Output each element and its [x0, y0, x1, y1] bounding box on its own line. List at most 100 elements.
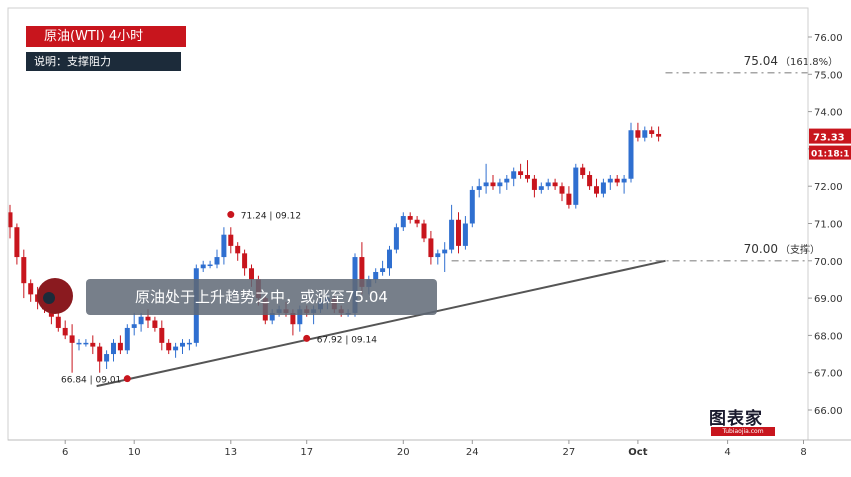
- candle-body: [490, 182, 496, 187]
- brand-logo: 图表家 Tubiaojia.com: [709, 404, 789, 440]
- candle-body: [145, 316, 151, 321]
- candle-body: [407, 216, 413, 220]
- candle-body: [297, 309, 303, 325]
- annotation-dot: [303, 334, 311, 342]
- candle-body: [614, 178, 620, 183]
- candle-body: [269, 313, 275, 321]
- x-tick-label: 24: [466, 447, 479, 458]
- candle-body: [435, 253, 441, 258]
- candle-body: [62, 327, 68, 336]
- candle-body: [221, 234, 227, 258]
- candle-body: [373, 271, 379, 280]
- candle-body: [180, 342, 185, 347]
- y-tick-label: 66.00: [814, 406, 843, 417]
- x-tick-label: 13: [224, 447, 237, 458]
- candle-body: [594, 186, 599, 194]
- candle-body: [28, 283, 34, 295]
- candle-body: [621, 178, 627, 183]
- candle-body: [55, 316, 61, 328]
- candle-body: [483, 182, 489, 187]
- candle-body: [7, 212, 13, 228]
- candle-body: [531, 178, 537, 190]
- x-tick-label: 27: [563, 447, 576, 458]
- candle-body: [214, 257, 220, 265]
- candle-body: [131, 324, 137, 328]
- candle-body: [400, 216, 406, 228]
- candle-body: [207, 264, 213, 267]
- candle-body: [97, 346, 103, 362]
- y-tick-label: 68.00: [814, 331, 843, 342]
- x-tick-label: 4: [724, 447, 730, 458]
- candle-body: [538, 186, 544, 190]
- candle-body: [414, 219, 420, 224]
- candle-body: [607, 178, 613, 183]
- candle-body: [166, 342, 172, 351]
- helmet-badge: [37, 278, 73, 314]
- candle-body: [504, 178, 510, 183]
- trendline: [96, 259, 666, 388]
- helmet-shape: [37, 278, 73, 314]
- x-tick-label: 10: [128, 447, 141, 458]
- candle-body: [476, 186, 482, 190]
- candle-body: [111, 342, 116, 355]
- y-tick-label: 72.00: [814, 182, 843, 193]
- candle-body: [628, 130, 634, 179]
- candle-body: [359, 257, 365, 287]
- candle-body: [228, 234, 234, 246]
- candle-body: [387, 249, 392, 269]
- logo-url: Tubiaojia.com: [711, 427, 775, 436]
- candle-body: [469, 189, 475, 224]
- y-tick-label: 69.00: [814, 294, 843, 305]
- candle-body: [600, 182, 606, 194]
- candle-body: [456, 219, 461, 246]
- candle-body: [421, 223, 427, 239]
- candle-body: [580, 167, 586, 176]
- annotation-label: 71.24 | 09.12: [241, 212, 301, 222]
- logo-name: 图表家: [709, 409, 763, 429]
- chart-title: 原油(WTI) 4小时: [26, 26, 186, 47]
- y-tick-label: 67.00: [814, 369, 843, 380]
- candle-body: [649, 130, 655, 134]
- x-tick-label: Oct: [628, 447, 647, 458]
- candle-body: [587, 175, 593, 187]
- candle-body: [518, 171, 524, 176]
- chart-subtitle: 说明：支撑阻力: [26, 52, 181, 71]
- candle-body: [442, 249, 448, 254]
- candle-body: [69, 335, 75, 343]
- annotation-dot: [123, 375, 131, 383]
- annotation-label: 67.92 | 09.14: [317, 335, 378, 345]
- candle-body: [380, 268, 386, 272]
- candle-body: [124, 327, 130, 351]
- candle-body: [200, 264, 206, 269]
- annotation-label: 66.84 | 09.01: [61, 376, 121, 386]
- last-price-tag: [809, 128, 851, 144]
- candle-body: [552, 182, 558, 187]
- last-price-label: 73.33: [813, 133, 845, 144]
- annotation-dot: [227, 211, 235, 219]
- y-tick-label: 74.00: [814, 108, 843, 119]
- candle-body: [159, 327, 165, 343]
- candle-body: [573, 167, 579, 205]
- level-note: （支撑）: [780, 243, 820, 256]
- y-tick-label: 70.00: [814, 257, 843, 268]
- countdown-tag: [809, 145, 851, 160]
- candle-body: [235, 245, 241, 254]
- level-label: 70.00: [744, 242, 778, 256]
- candle-body: [152, 320, 158, 328]
- x-tick-label: 17: [300, 447, 313, 458]
- helmet-visor: [43, 292, 55, 304]
- y-tick-label: 75.00: [814, 70, 843, 81]
- level-label: 75.04: [744, 54, 778, 68]
- countdown-label: 01:18:1: [811, 150, 850, 160]
- candle-body: [525, 175, 530, 179]
- y-tick-label: 71.00: [814, 220, 843, 231]
- candle-body: [511, 171, 517, 179]
- candle-body: [117, 342, 123, 351]
- candle-body: [290, 313, 296, 325]
- candle-body: [138, 316, 144, 325]
- candle-body: [449, 219, 455, 250]
- candle-body: [656, 133, 662, 137]
- candle-body: [186, 342, 192, 345]
- candle-body: [566, 193, 572, 205]
